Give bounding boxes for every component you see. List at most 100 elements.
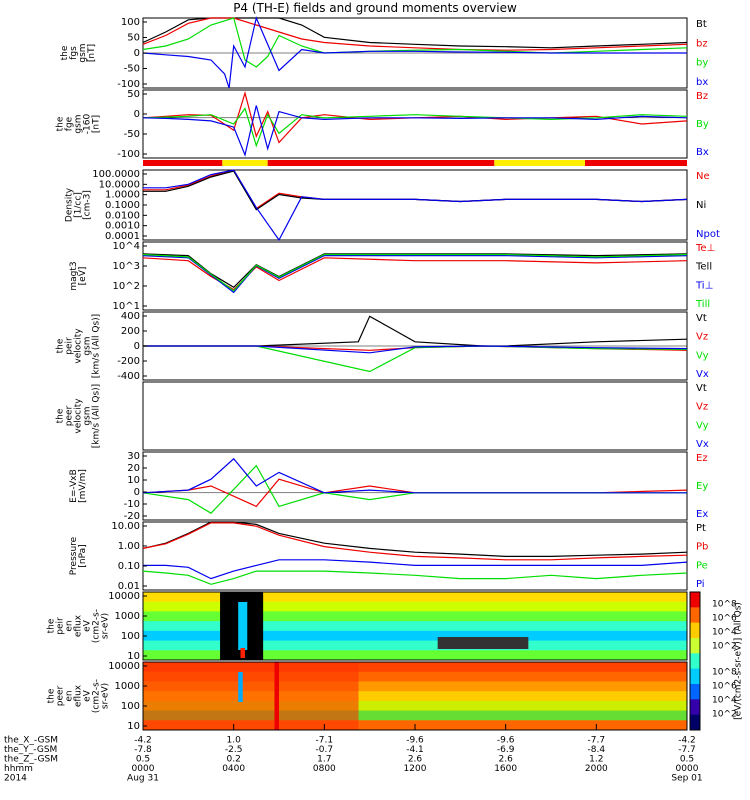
series-line-Vx xyxy=(143,345,688,354)
x-tick-label: -2.5 xyxy=(225,745,243,755)
x-tick-label: 0.2 xyxy=(227,755,241,765)
y-tick-label: -100 xyxy=(117,79,140,90)
y-tick-label: 1.00 xyxy=(118,541,140,552)
series-line-By xyxy=(142,107,688,148)
x-tick-label: 0.5 xyxy=(680,755,694,765)
mode-bar-segment xyxy=(222,160,268,166)
colorbar-swatch xyxy=(690,607,700,624)
y-axis-label: sr-eV) xyxy=(101,613,111,639)
y-axis-label: eV xyxy=(83,689,93,702)
legend-entry: Vx xyxy=(696,439,709,450)
y-tick-label: -400 xyxy=(117,371,140,382)
y-tick-label: 10.0000 xyxy=(99,179,140,190)
y-axis-label: the xyxy=(56,338,66,353)
series-line-Vy xyxy=(143,345,688,373)
y-axis-label: [1/cc] xyxy=(74,192,84,218)
colorbar-tick: 10^2 xyxy=(712,710,737,720)
y-tick-label: 10^4 xyxy=(113,241,140,252)
y-tick-label: 30 xyxy=(127,451,140,462)
panel-frame-peer_velocity xyxy=(142,381,688,451)
x-tick-label: -4.1 xyxy=(406,745,424,755)
series-line-Ni xyxy=(143,170,688,211)
series-line-Ex xyxy=(142,457,687,494)
series-line-Pi xyxy=(143,559,688,580)
y-axis-label: [mV/m] xyxy=(78,469,88,503)
x-tick-label: -9.6 xyxy=(406,736,424,746)
x-tick-label: 2.6 xyxy=(408,755,423,765)
panel-frame-peir_en_eflux xyxy=(142,591,688,661)
spectrogram-band xyxy=(143,611,687,622)
x-tick-label: Sep 01 xyxy=(671,774,702,784)
spectrogram-band xyxy=(143,640,687,651)
spectrogram-feature xyxy=(238,672,243,702)
spectrogram-feature xyxy=(274,662,279,730)
y-axis-label: fgs xyxy=(69,46,79,60)
legend-entry: Vy xyxy=(696,420,709,431)
x-tick-label: 0400 xyxy=(222,764,245,774)
legend-entry: bz xyxy=(696,38,708,49)
colorbar xyxy=(689,591,701,731)
y-axis-label: [nT] xyxy=(87,44,97,62)
y-axis-label: the xyxy=(47,688,57,703)
y-tick-label: 0.0100 xyxy=(105,210,140,221)
y-axis-label: fge xyxy=(65,116,75,131)
y-tick-label: 0.0001 xyxy=(105,231,140,242)
mode-bar-segment xyxy=(585,160,687,166)
legend-entry: Vt xyxy=(696,313,707,324)
y-tick-label: 0 xyxy=(134,341,140,352)
series-line-Pt xyxy=(142,521,688,558)
legend-entry: Pe xyxy=(696,560,708,571)
legend-entry: Pb xyxy=(696,542,708,553)
y-tick-label: 50 xyxy=(127,33,140,44)
legend-entry: Pi xyxy=(696,579,705,590)
panel-frame-fge_gsm xyxy=(142,89,688,159)
series-line-Bt xyxy=(142,17,688,49)
colorbar-swatch xyxy=(690,592,700,608)
y-axis-label: eflux xyxy=(74,684,84,707)
colorbar-label: [eV/(cm2-s-sr-eV)] (All Qs) xyxy=(734,602,744,720)
colorbar-swatch xyxy=(690,714,700,731)
mode-bar-segment xyxy=(143,160,223,166)
x-row-label: 2014 xyxy=(4,774,27,784)
mode-bar-segment xyxy=(494,160,585,166)
y-axis-label: [km/s (All Qs)] xyxy=(92,314,102,378)
spectrogram-peir_en_eflux xyxy=(143,592,687,661)
x-tick-label: -4.2 xyxy=(134,736,152,746)
y-axis-label: velocity xyxy=(74,328,84,364)
x-row-label: the_X_-GSM xyxy=(4,736,58,746)
colorbar-frame xyxy=(689,591,701,731)
x-tick-label: 1.7 xyxy=(317,755,331,765)
y-tick-label: 10000 xyxy=(108,661,140,672)
y-axis-label: velocity xyxy=(74,398,84,434)
y-tick-label: 10^2 xyxy=(113,281,140,292)
legend-entry: Npot xyxy=(696,229,720,240)
colorbar-swatch xyxy=(690,699,700,716)
legend-entry: Vz xyxy=(696,402,708,413)
y-axis-label: magt3 xyxy=(69,261,79,290)
mode-bar-segment xyxy=(267,160,495,166)
y-tick-label: 1000 xyxy=(115,681,140,692)
legend-entry: Bz xyxy=(696,91,708,102)
y-axis-label: [nPa] xyxy=(78,544,88,567)
series-line-bz xyxy=(142,17,688,51)
x-tick-label: 2.6 xyxy=(499,755,514,765)
colorbar-tick: 10^6 xyxy=(712,682,737,692)
y-tick-label: 100 xyxy=(121,631,140,642)
y-axis-label: en xyxy=(65,690,75,701)
y-axis-label: the xyxy=(56,408,66,423)
legend-entry: bx xyxy=(696,77,708,88)
colorbar-swatch xyxy=(690,668,700,685)
y-tick-label: 0.0010 xyxy=(105,221,140,232)
y-axis-label: sr-eV) xyxy=(101,683,111,709)
y-tick-label: 1000 xyxy=(115,611,140,622)
y-tick-label: 0 xyxy=(134,48,140,59)
y-tick-label: 0.10 xyxy=(118,561,140,572)
y-axis-label: peer xyxy=(65,405,75,426)
y-tick-label: 0.01 xyxy=(118,581,140,592)
spectrogram-band xyxy=(143,650,687,661)
legend-entry: Ne xyxy=(696,171,710,182)
y-axis-label: (cm2-s- xyxy=(92,609,102,643)
x-tick-label: 1600 xyxy=(494,764,517,774)
y-axis-label: Density xyxy=(65,187,75,222)
